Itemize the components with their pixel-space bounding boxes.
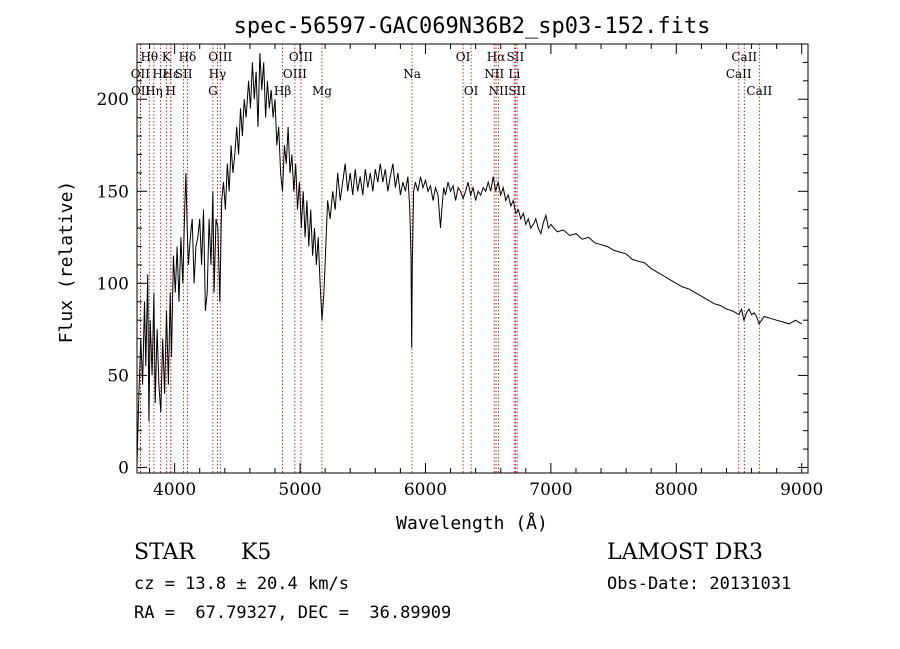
axis-ticks: 4000 5000 6000 7000 8000 9000 0 50 100 150 200 <box>97 43 823 500</box>
x-axis-label: Wavelength (Å) <box>396 512 548 534</box>
line-marker-label: Hη <box>145 84 163 98</box>
line-marker-label: Hθ <box>140 50 158 64</box>
line-marker-label: G <box>208 84 218 98</box>
line-marker-label: Hγ <box>209 67 227 81</box>
line-marker-label: Mg <box>312 84 332 98</box>
y-tick-label: 200 <box>97 90 129 110</box>
line-marker-label: SII <box>507 50 525 64</box>
line-marker-label: K <box>162 50 172 64</box>
obs-date: Obs-Date: 20131031 <box>607 574 792 594</box>
line-marker-label: CaII <box>746 84 772 98</box>
x-tick-label: 8000 <box>655 480 698 500</box>
line-marker-label: NII <box>489 84 509 98</box>
y-tick-label: 100 <box>97 274 129 294</box>
line-marker-label: OIII <box>208 50 232 64</box>
redshift-text: cz = 13.8 ± 20.4 km/s <box>134 574 349 594</box>
spectrum-line <box>136 53 802 464</box>
line-marker-label: SII <box>508 84 526 98</box>
line-marker-label: OII <box>131 84 151 98</box>
line-marker-label: OIII <box>283 67 307 81</box>
y-tick-label: 50 <box>107 366 129 386</box>
line-marker-label: Hδ <box>179 50 197 64</box>
line-marker-label: Li <box>508 67 520 81</box>
line-marker-label: OII <box>131 67 151 81</box>
x-tick-label: 4000 <box>153 480 196 500</box>
line-marker-label: Hβ <box>274 84 291 98</box>
y-tick-label: 150 <box>97 182 129 202</box>
line-marker-label: SII <box>175 67 193 81</box>
line-marker-label: CaII <box>726 67 752 81</box>
y-axis-label: Flux (relative) <box>56 181 77 344</box>
chart-title: spec-56597-GAC069N36B2_sp03-152.fits <box>234 14 711 39</box>
coordinates-text: RA = 67.79327, DEC = 36.89909 <box>134 603 452 623</box>
survey-name: LAMOST DR3 <box>607 540 763 565</box>
line-marker-label: OI <box>464 84 479 98</box>
line-marker-label: Hε <box>163 67 180 81</box>
x-tick-label: 5000 <box>278 480 321 500</box>
x-tick-label: 7000 <box>529 480 572 500</box>
line-marker-label: OIII <box>289 50 313 64</box>
object-subclass: K5 <box>241 540 272 565</box>
line-marker-label: NII <box>484 67 504 81</box>
line-marker-label: Hα <box>487 50 506 64</box>
line-marker-label: Hε <box>152 67 169 81</box>
plot-frame <box>136 43 809 474</box>
line-marker-label: OI <box>456 50 471 64</box>
y-tick-label: 0 <box>118 458 129 478</box>
x-tick-label: 9000 <box>780 480 823 500</box>
line-marker-label: Na <box>403 67 421 81</box>
line-marker-label: H <box>166 84 176 98</box>
x-tick-label: 6000 <box>404 480 447 500</box>
object-class: STAR <box>134 540 195 565</box>
line-marker-label: CaII <box>731 50 757 64</box>
